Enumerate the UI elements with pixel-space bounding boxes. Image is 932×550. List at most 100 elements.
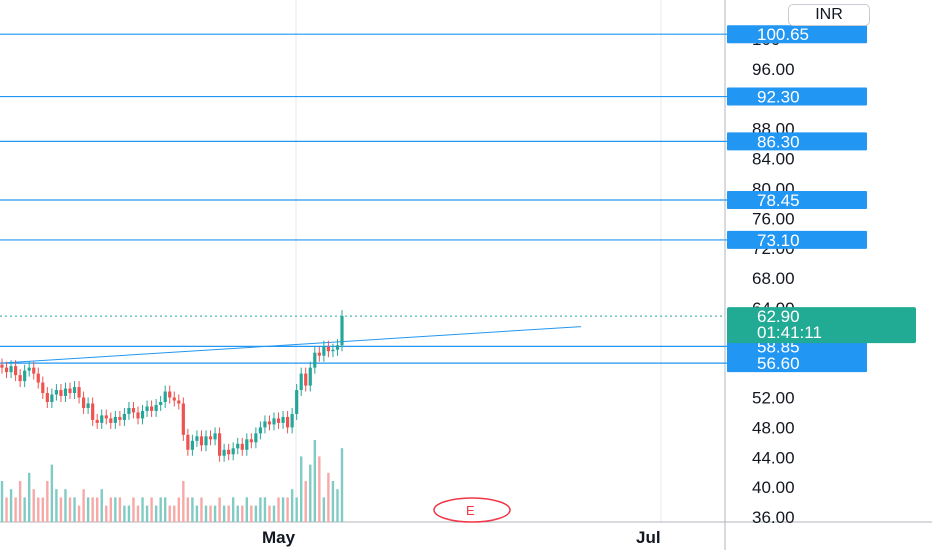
candle-body <box>27 367 31 371</box>
volume-bar <box>222 505 226 522</box>
volume-bar <box>96 497 99 522</box>
volume-bar <box>277 497 280 522</box>
volume-bar <box>141 497 144 522</box>
candle-body <box>313 352 317 368</box>
volume-bar <box>195 505 199 522</box>
candle-body <box>227 449 231 455</box>
volume-bar <box>218 497 221 522</box>
price-tick-label: 76.00 <box>752 209 795 228</box>
volume-bar <box>204 505 208 522</box>
price-tick-label: 68.00 <box>752 269 795 288</box>
candle-body <box>286 416 290 428</box>
volume-bar <box>37 497 40 522</box>
candle-body <box>140 410 145 419</box>
volume-bar <box>105 505 108 522</box>
volume-bar <box>159 497 162 522</box>
volume-bar <box>300 456 303 522</box>
candle-body <box>9 366 13 373</box>
volume-bar <box>309 464 312 522</box>
candle-body <box>195 436 199 441</box>
candle-body <box>231 448 235 455</box>
candle-body <box>172 397 176 401</box>
trendline <box>0 326 582 364</box>
candle-body <box>54 390 58 395</box>
candle-body <box>331 349 335 352</box>
volume-bar <box>0 481 4 522</box>
volume-bar <box>295 497 298 522</box>
countdown-text: 01:41:11 <box>757 323 822 342</box>
candle-body <box>204 436 208 446</box>
price-tick-label: 96.00 <box>752 60 795 79</box>
candle-body <box>208 436 213 440</box>
time-axis[interactable]: May Jul <box>262 528 661 547</box>
volume-bar <box>340 448 344 522</box>
candle-body <box>150 406 154 411</box>
volume-bar <box>82 489 85 522</box>
volume-bar <box>154 505 158 522</box>
price-tick-label: 44.00 <box>752 448 795 467</box>
level-label-box <box>727 25 867 44</box>
volume-bar <box>168 505 171 522</box>
volume-bar <box>232 497 235 522</box>
volume-bar <box>145 505 149 522</box>
candle-body <box>304 373 308 386</box>
earnings-event-marker[interactable]: E <box>433 497 511 523</box>
volume-bar <box>173 505 176 522</box>
level-label-text: 100.65 <box>757 25 809 44</box>
candle-body <box>272 418 276 425</box>
volume-bar <box>164 497 167 522</box>
candle-body <box>41 382 45 394</box>
candle-body <box>240 443 244 450</box>
candle-body <box>335 345 340 350</box>
current-price-text: 62.90 <box>757 307 800 326</box>
candle-body <box>245 439 249 450</box>
volume-bar <box>245 497 248 522</box>
candle-body <box>14 366 18 376</box>
candle-body <box>72 387 77 394</box>
level-label-box <box>727 354 867 373</box>
level-label-box <box>727 230 867 249</box>
candle-body <box>199 436 204 446</box>
volume-bar <box>59 497 63 522</box>
volume-bar <box>77 505 81 522</box>
volume-bar <box>241 505 244 522</box>
candle-body <box>131 407 136 413</box>
candle-body <box>63 388 68 397</box>
candle-body <box>4 367 9 373</box>
volume-bar <box>182 481 185 522</box>
candle-body <box>18 375 22 382</box>
volume-bar <box>150 497 153 522</box>
event-marker-circle <box>433 497 511 523</box>
candle-body <box>59 390 63 397</box>
volume-bar <box>41 497 44 522</box>
volume-bar <box>127 505 131 522</box>
time-tick-label: Jul <box>636 528 661 547</box>
volume-bar <box>132 497 135 522</box>
candle-body <box>113 416 117 423</box>
volume-bar <box>268 505 271 522</box>
volume-bar <box>286 497 289 522</box>
candle-body <box>154 404 158 411</box>
volume-bar <box>313 440 316 522</box>
candle-body <box>163 391 167 402</box>
candle-body <box>222 449 226 456</box>
volume-bar <box>186 497 190 522</box>
candle-body <box>181 403 185 435</box>
candle-body <box>326 346 330 352</box>
volume-bar <box>23 497 26 522</box>
candle-body <box>109 418 113 423</box>
volume-bar <box>327 472 330 522</box>
candle-body <box>236 443 240 449</box>
candle-body <box>276 418 281 423</box>
volume-bar <box>50 464 54 522</box>
volume-bar <box>32 489 35 522</box>
level-label-text: 73.10 <box>757 231 800 250</box>
trendline-segment <box>0 326 582 364</box>
candle-body <box>104 415 108 419</box>
volume-bar <box>322 497 326 522</box>
volume-bars <box>0 440 344 522</box>
currency-button[interactable]: INR <box>788 4 870 26</box>
volume-bar <box>254 505 258 522</box>
candle-body <box>213 433 217 440</box>
